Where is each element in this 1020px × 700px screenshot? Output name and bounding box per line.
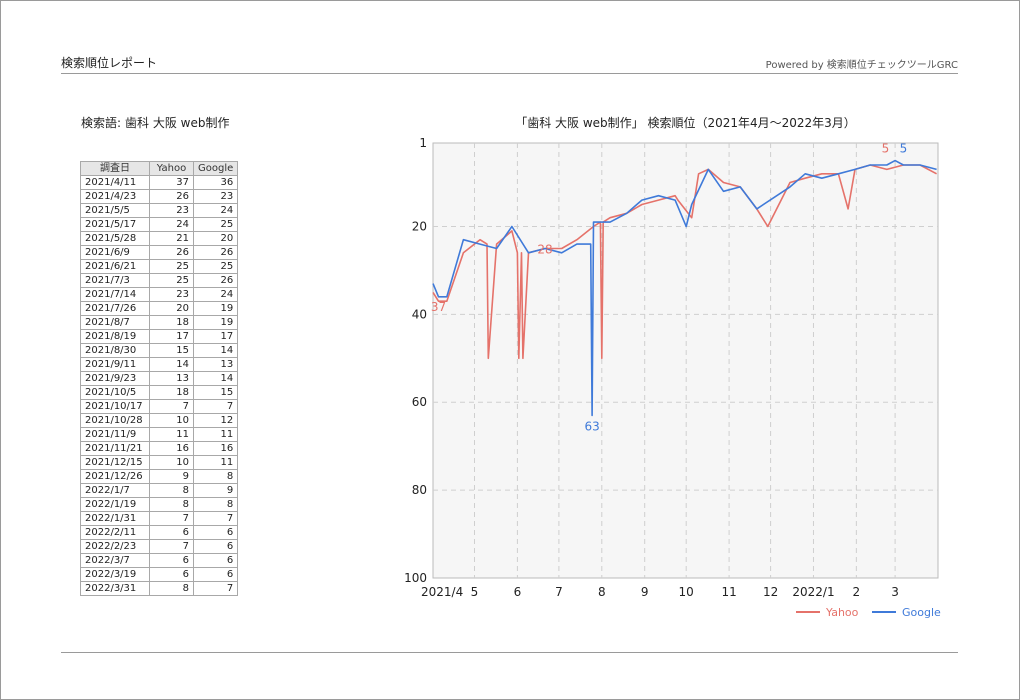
table-row: 2021/8/7 18 19 <box>80 315 239 330</box>
data-label: 63 <box>584 419 599 433</box>
header-divider <box>61 73 958 74</box>
keyword-label: 検索語: <box>81 116 122 130</box>
x-tick-label: 8 <box>598 585 606 599</box>
table-row: 2022/2/23 7 6 <box>80 539 239 554</box>
x-tick-label: 11 <box>721 585 736 599</box>
table-row: 2022/1/7 8 9 <box>80 483 239 498</box>
legend-label-google: Google <box>902 606 941 619</box>
x-tick-label: 3 <box>891 585 899 599</box>
table-row: 2021/10/17 7 7 <box>80 399 239 414</box>
powered-by-text: Powered by 検索順位チェックツールGRC <box>765 60 958 71</box>
table-row: 2022/3/31 8 7 <box>80 581 239 596</box>
table-row: 2022/3/7 6 6 <box>80 553 239 568</box>
y-tick-label: 80 <box>412 483 427 497</box>
table-row: 2022/1/31 7 7 <box>80 511 239 526</box>
cell-yahoo: 8 <box>149 581 194 596</box>
x-tick-label: 2021/4 <box>421 585 463 599</box>
table-row: 2021/10/5 18 15 <box>80 385 239 400</box>
y-tick-label: 20 <box>412 219 427 233</box>
data-label: 37 <box>431 300 446 314</box>
y-tick-label: 60 <box>412 395 427 409</box>
data-label: 5 <box>900 142 908 156</box>
col-header-yahoo: Yahoo <box>149 161 194 176</box>
footer-divider <box>61 652 958 653</box>
data-label: 5 <box>882 142 890 156</box>
keyword-value: 歯科 大阪 web制作 <box>125 116 230 130</box>
x-tick-label: 5 <box>471 585 479 599</box>
x-tick-label: 10 <box>679 585 694 599</box>
chart-title: 「歯科 大阪 web制作」 検索順位（2021年4月～2022年3月） <box>515 116 856 130</box>
table-row: 2021/10/28 10 12 <box>80 413 239 428</box>
x-tick-label: 2022/1 <box>792 585 834 599</box>
x-tick-label: 6 <box>514 585 522 599</box>
table-row: 2021/6/21 25 25 <box>80 259 239 274</box>
plot-area <box>432 142 939 579</box>
table-row: 2021/4/11 37 36 <box>80 175 239 190</box>
ranking-table: 調査日 Yahoo Google 2021/4/11 37 36 2021/4/23 2… <box>80 161 239 596</box>
table-row: 2021/5/17 24 25 <box>80 217 239 232</box>
table-row: 2021/7/14 23 24 <box>80 287 239 302</box>
table-row: 2021/4/23 26 23 <box>80 189 239 204</box>
cell-date: 2022/3/31 <box>80 581 150 596</box>
table-row: 2021/7/26 20 19 <box>80 301 239 316</box>
x-tick-label: 2 <box>853 585 861 599</box>
cell-google: 7 <box>192 581 239 596</box>
y-tick-label: 40 <box>412 307 427 321</box>
x-tick-label: 7 <box>555 585 563 599</box>
table-body: 2021/4/11 37 36 2021/4/23 26 23 2021/5/5 23 24 20… <box>80 175 239 596</box>
data-label: 28 <box>537 243 552 257</box>
table-header-row: 調査日 Yahoo Google <box>80 161 239 176</box>
x-tick-label: 12 <box>763 585 778 599</box>
legend-label-yahoo: Yahoo <box>825 606 859 619</box>
report-title: 検索順位レポート <box>61 56 158 70</box>
series-line-google <box>432 159 937 417</box>
cell-google: 17 <box>192 329 239 344</box>
keyword-line: 検索語: 歯科 大阪 web制作 <box>81 114 234 131</box>
y-tick-label: 100 <box>404 571 427 585</box>
table-row: 2021/12/26 9 8 <box>80 469 239 484</box>
table-row: 2021/8/30 15 14 <box>80 343 239 358</box>
table-row: 2022/1/19 8 8 <box>80 497 239 512</box>
col-header-date: 調査日 <box>80 161 150 176</box>
table-row: 2021/6/9 26 26 <box>80 245 239 260</box>
cell-google: 6 <box>192 525 239 540</box>
x-tick-label: 9 <box>641 585 649 599</box>
y-tick-label: 1 <box>419 136 427 150</box>
table-row: 2022/2/11 6 6 <box>80 525 239 540</box>
table-row: 2021/12/15 10 11 <box>80 455 239 470</box>
